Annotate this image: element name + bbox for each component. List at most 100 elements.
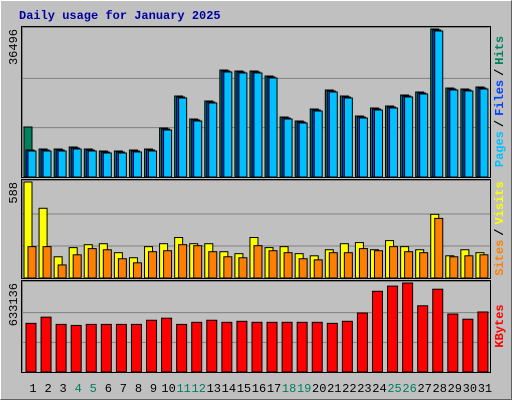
bar (85, 323, 97, 373)
bar (223, 256, 233, 279)
bar (27, 246, 37, 279)
bar (404, 96, 414, 178)
bar (40, 316, 52, 373)
x-tick-label: 17 (267, 382, 281, 396)
x-tick-label: 2 (44, 382, 51, 396)
bar (193, 120, 203, 178)
bar (387, 285, 399, 373)
x-tick-label: 6 (105, 382, 112, 396)
bar (251, 321, 263, 373)
x-tick-label: 28 (433, 382, 447, 396)
bar (70, 324, 82, 373)
bar (462, 318, 474, 373)
bar (42, 246, 52, 279)
bar (57, 150, 67, 178)
bar (163, 129, 173, 178)
x-tick-label: 12 (192, 382, 206, 396)
x-tick-label: 31 (478, 382, 492, 396)
bar (432, 288, 444, 373)
bar (176, 323, 188, 373)
panel-bevel (22, 27, 490, 177)
x-tick-label: 15 (237, 382, 251, 396)
bar (373, 250, 383, 279)
bar (115, 323, 127, 373)
bar (311, 321, 323, 373)
legend-entry: Sites (493, 240, 507, 276)
bar (132, 151, 142, 178)
x-tick-label: 20 (312, 382, 326, 396)
bar (132, 262, 142, 279)
bar (313, 110, 323, 178)
bar (449, 89, 459, 178)
bar (223, 71, 233, 178)
bar (87, 248, 97, 279)
bar (479, 254, 489, 279)
bar (328, 252, 338, 279)
bar (236, 320, 248, 373)
x-tick-label: 4 (75, 382, 82, 396)
bar (130, 323, 142, 373)
bar (148, 251, 158, 279)
bar (102, 152, 112, 178)
bar (358, 248, 368, 279)
x-tick-label: 14 (222, 382, 236, 396)
bar (42, 150, 52, 178)
x-tick-label: 3 (60, 382, 67, 396)
x-tick-label: 5 (90, 382, 97, 396)
bar (479, 88, 489, 178)
x-tick-label: 10 (161, 382, 175, 396)
bar (57, 264, 67, 279)
bar (163, 250, 173, 279)
bar (25, 322, 37, 373)
bar (148, 150, 158, 178)
legend: Pages / Files / Hits (493, 36, 507, 167)
bar (447, 313, 459, 373)
x-tick-label: 23 (357, 382, 371, 396)
bar (343, 252, 353, 279)
legend-entry: Hits (493, 36, 507, 65)
legend-entry: Files (493, 80, 507, 116)
x-tick-label: 24 (372, 382, 386, 396)
x-tick-label: 19 (297, 382, 311, 396)
bar (206, 319, 218, 373)
bar (326, 322, 338, 373)
bar (208, 102, 218, 178)
bar (373, 109, 383, 178)
legend-entry: KBytes (493, 304, 507, 347)
bar (178, 244, 188, 279)
x-tick-label: 30 (463, 382, 477, 396)
bar (296, 321, 308, 373)
chart-title: Daily usage for January 2025 (19, 9, 221, 23)
bar (102, 249, 112, 279)
bar (371, 290, 383, 373)
bar (477, 311, 489, 373)
legend-entry: Visits (493, 181, 507, 224)
x-tick-label: 21 (327, 382, 341, 396)
bar (283, 252, 293, 279)
legend: KBytes (493, 304, 507, 347)
bar (191, 321, 203, 373)
legend: Sites / Visits (493, 181, 507, 275)
bar (464, 90, 474, 178)
bar (298, 258, 308, 279)
bar (87, 150, 97, 178)
panel-bevel (22, 281, 490, 372)
bar (253, 245, 263, 279)
bar (117, 258, 127, 279)
y-tick-label: 588 (7, 182, 21, 204)
bar (238, 72, 248, 178)
x-tick-label: 22 (342, 382, 356, 396)
bar (72, 148, 82, 178)
bar (449, 256, 459, 279)
legend-separator: / (493, 69, 507, 76)
bar (389, 246, 399, 279)
bar (404, 251, 414, 279)
bar (72, 254, 82, 279)
bar (117, 152, 127, 178)
x-tick-label: 1 (29, 382, 36, 396)
bar (27, 150, 37, 178)
x-tick-label: 7 (120, 382, 127, 396)
bar (417, 305, 429, 373)
x-tick-label: 16 (252, 382, 266, 396)
